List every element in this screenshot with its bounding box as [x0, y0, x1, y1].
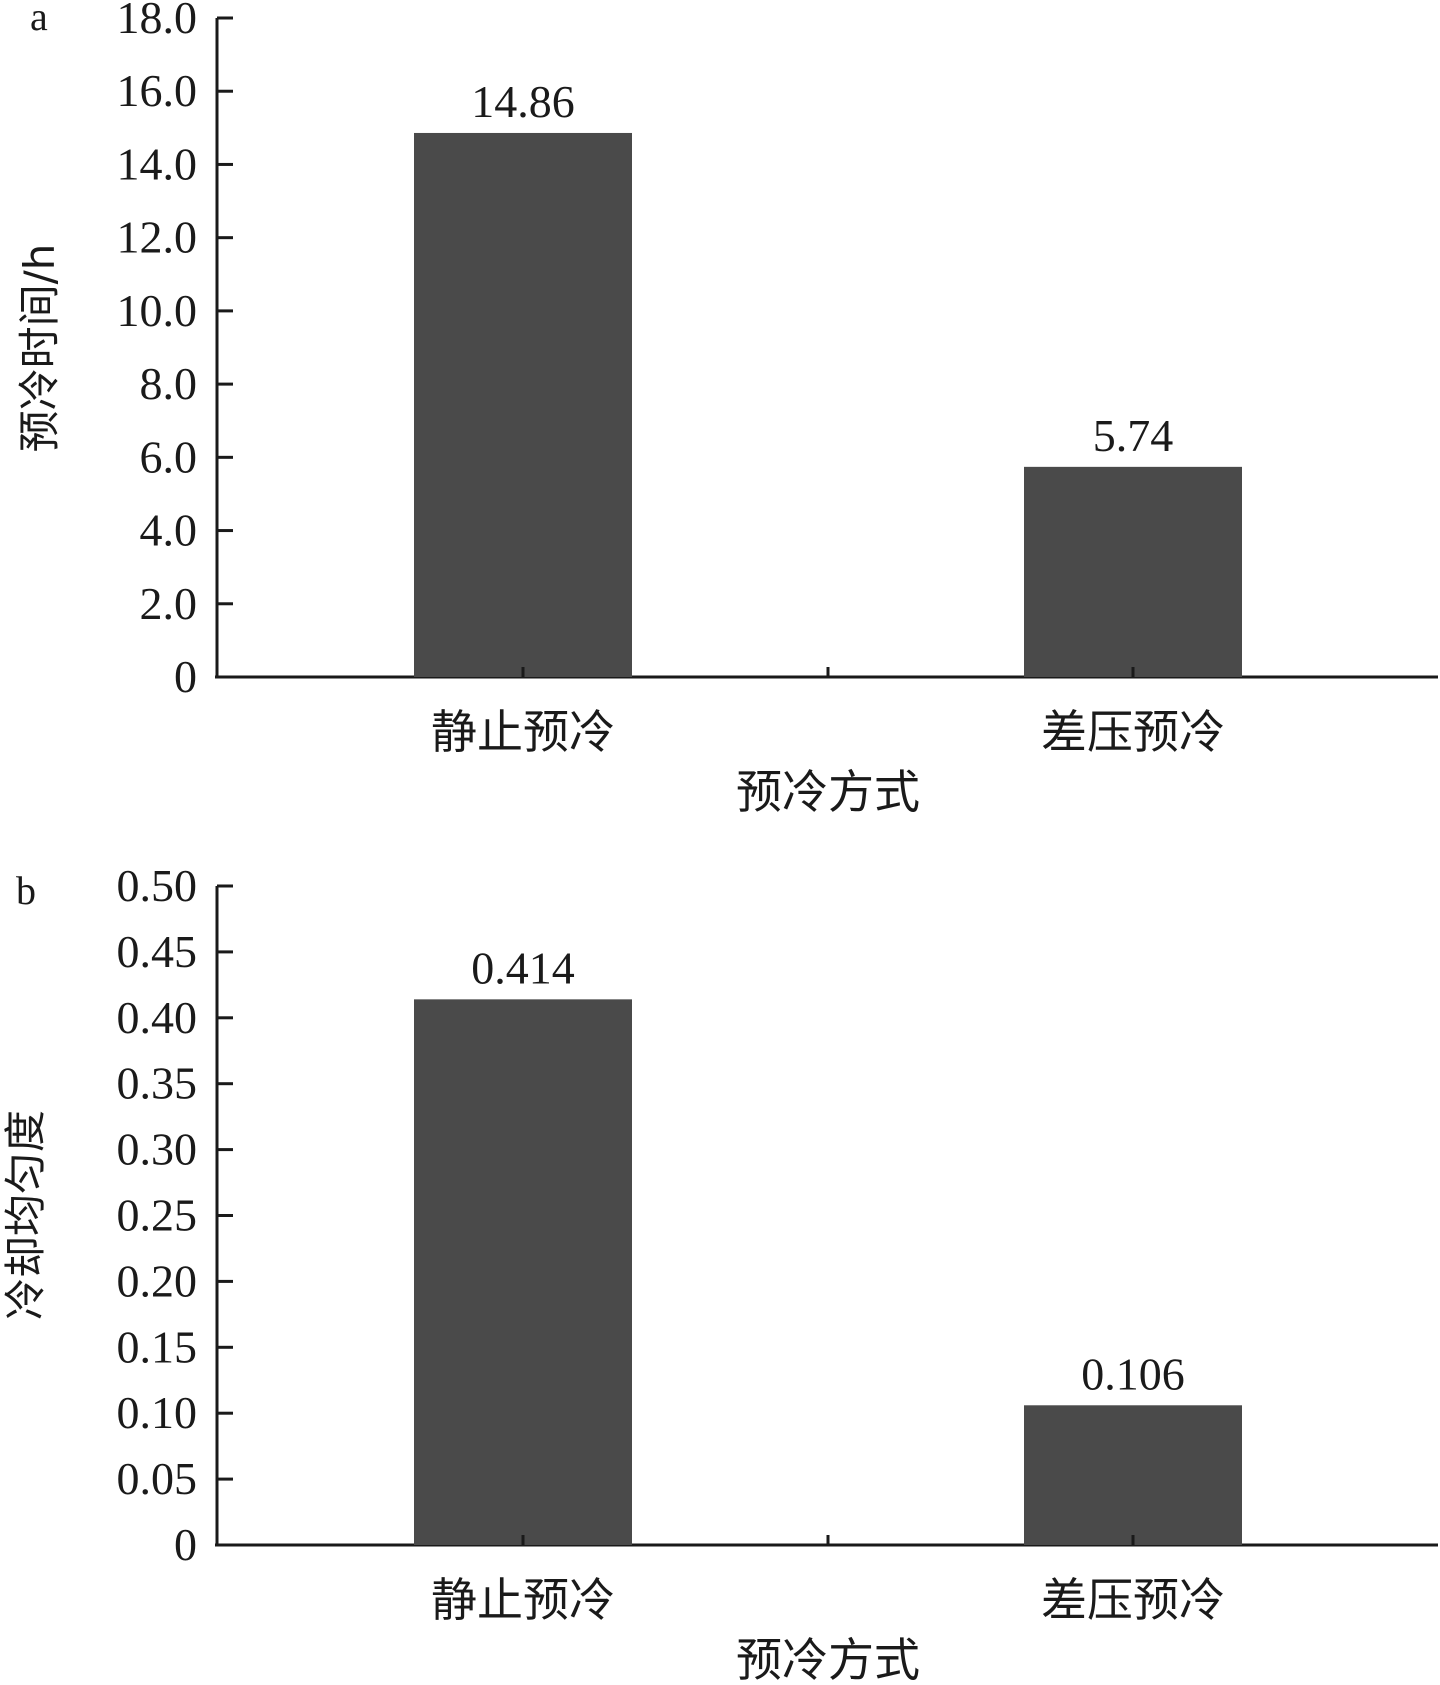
- bar-value-label: 14.86: [471, 76, 575, 127]
- y-tick-label: 0.45: [117, 926, 198, 977]
- panel-a: a 0 2.0 4.0 6.0 8.0 10.0 12.0 14.0 16.0 18.0 14.8…: [15, 0, 1438, 819]
- x-category-label: 静止预冷: [431, 1573, 615, 1627]
- x-category-label: 差压预冷: [1041, 705, 1225, 759]
- y-tick-label: 4.0: [140, 505, 198, 556]
- y-tick-label: 2.0: [140, 578, 198, 629]
- y-tick-label: 6.0: [140, 431, 198, 482]
- bar: [414, 999, 632, 1545]
- y-tick-label: 0.15: [117, 1321, 198, 1372]
- y-tick-label: 0.25: [117, 1190, 198, 1241]
- bar: [414, 132, 632, 678]
- bar: [1024, 466, 1242, 677]
- y-tick-label: 12.0: [117, 212, 198, 263]
- panel-a-x-ticks: 静止预冷 差压预冷: [431, 667, 1225, 759]
- y-tick-label: 0.20: [117, 1255, 198, 1306]
- y-tick-label: 0.40: [117, 992, 198, 1043]
- panel-a-letter: a: [30, 0, 48, 39]
- bar-value-label: 5.74: [1093, 410, 1174, 461]
- y-tick-label: 10.0: [117, 285, 198, 336]
- panel-b-x-axis-title: 预冷方式: [736, 1633, 920, 1685]
- panel-b-y-ticks: 0 0.05 0.10 0.15 0.20 0.25 0.30 0.35 0.40 0.45 0.5…: [117, 860, 233, 1570]
- bar-value-label: 0.106: [1081, 1348, 1185, 1399]
- y-tick-label: 0.35: [117, 1058, 198, 1109]
- panel-a-y-axis-title: 预冷时间/h: [15, 244, 64, 453]
- y-tick-label: 8.0: [140, 358, 198, 409]
- bar-value-label: 0.414: [471, 942, 575, 993]
- panel-a-bars: 14.86 5.74: [414, 76, 1242, 678]
- panel-b-y-axis-title: 冷却均匀度: [1, 1110, 50, 1320]
- panel-b-bars: 0.414 0.106: [414, 942, 1242, 1545]
- y-tick-label: 0.05: [117, 1453, 198, 1504]
- y-tick-label: 0: [174, 1519, 197, 1570]
- y-tick-label: 0.50: [117, 860, 198, 911]
- panel-b-x-ticks: 静止预冷 差压预冷: [431, 1535, 1225, 1627]
- panel-b-letter: b: [16, 868, 36, 913]
- y-tick-label: 18.0: [117, 0, 198, 43]
- panel-a-x-axis-title: 预冷方式: [736, 765, 920, 819]
- panel-a-y-ticks: 0 2.0 4.0 6.0 8.0 10.0 12.0 14.0 16.0 18.0: [117, 0, 233, 702]
- y-tick-label: 0.10: [117, 1387, 198, 1438]
- x-category-label: 差压预冷: [1041, 1573, 1225, 1627]
- panel-b: b 00.050.100.150.200.250.300.350.400.450…: [1, 860, 1438, 1685]
- x-category-label: 静止预冷: [431, 705, 615, 759]
- bar: [1024, 1405, 1242, 1545]
- y-tick-label: 16.0: [117, 65, 198, 116]
- y-tick-label: 14.0: [117, 138, 198, 189]
- y-tick-label: 0: [174, 651, 197, 702]
- y-tick-label: 0.30: [117, 1124, 198, 1175]
